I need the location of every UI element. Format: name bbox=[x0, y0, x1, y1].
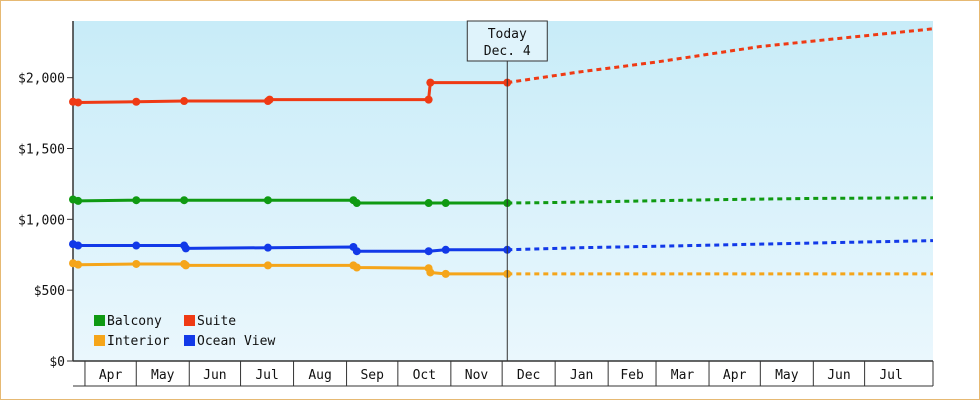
forecast-line bbox=[507, 27, 934, 85]
x-tick-label: Nov bbox=[465, 368, 489, 383]
x-tick-label: May bbox=[775, 368, 799, 383]
legend-label: Suite bbox=[197, 314, 236, 329]
data-point bbox=[132, 97, 141, 106]
x-tick-label: Sep bbox=[360, 368, 384, 383]
legend-label: Balcony bbox=[107, 314, 162, 329]
forecast-line bbox=[507, 196, 934, 205]
series-lines bbox=[69, 27, 934, 278]
x-tick-label: Jul bbox=[879, 368, 902, 383]
x-tick-label: Dec bbox=[517, 368, 540, 383]
data-point bbox=[181, 261, 190, 270]
y-tick-label: $1,000 bbox=[18, 213, 65, 228]
data-point bbox=[441, 245, 450, 254]
data-point bbox=[424, 95, 433, 104]
x-tick-label: Jul bbox=[255, 368, 278, 383]
legend-swatch bbox=[184, 315, 195, 326]
data-point bbox=[74, 196, 83, 205]
legend: Balcony Suite Interior Ocean View bbox=[94, 314, 275, 349]
series-line bbox=[72, 198, 508, 205]
data-point bbox=[180, 97, 189, 106]
y-axis: $0 $500 $1,000 $1,500 $2,000 bbox=[18, 21, 74, 370]
data-point bbox=[424, 199, 433, 208]
legend-swatch bbox=[184, 335, 195, 346]
forecast-line bbox=[507, 239, 934, 252]
plot-area bbox=[73, 21, 933, 361]
data-point bbox=[263, 261, 272, 270]
x-tick-label: Mar bbox=[671, 368, 695, 383]
data-point bbox=[352, 263, 361, 272]
legend-swatch bbox=[94, 315, 105, 326]
x-tick-label: May bbox=[151, 368, 175, 383]
data-point bbox=[263, 196, 272, 205]
legend-label: Interior bbox=[107, 334, 170, 349]
y-tick-label: $1,500 bbox=[18, 143, 65, 158]
data-point bbox=[265, 95, 274, 104]
today-marker: Today Dec. 4 bbox=[466, 20, 548, 361]
data-point bbox=[441, 199, 450, 208]
data-point bbox=[74, 98, 83, 107]
x-tick-label: Oct bbox=[413, 368, 436, 383]
data-point bbox=[132, 259, 141, 268]
data-point bbox=[74, 260, 83, 269]
x-tick-label: Aug bbox=[308, 368, 331, 383]
x-tick-label: Feb bbox=[620, 368, 644, 383]
data-point bbox=[181, 244, 190, 253]
today-callout-box bbox=[466, 20, 548, 62]
data-point bbox=[132, 196, 141, 205]
legend-swatch bbox=[94, 335, 105, 346]
data-point bbox=[352, 199, 361, 208]
data-point bbox=[441, 269, 450, 278]
data-point bbox=[132, 241, 141, 250]
data-point bbox=[352, 247, 361, 256]
x-tick-label: Jan bbox=[570, 368, 593, 383]
data-point bbox=[180, 196, 189, 205]
x-axis: Apr May Jun Jul Aug Sep Oct Nov Dec Jan Feb Mar Apr M… bbox=[73, 360, 934, 387]
x-tick-label: Apr bbox=[723, 368, 747, 383]
x-tick-label: Jun bbox=[203, 368, 226, 383]
x-tick-label: Jun bbox=[827, 368, 850, 383]
data-point bbox=[263, 243, 272, 252]
data-point bbox=[424, 247, 433, 256]
legend-label: Ocean View bbox=[197, 334, 275, 349]
y-tick-label: $0 bbox=[49, 355, 65, 370]
y-tick-label: $500 bbox=[34, 284, 65, 299]
x-tick-label: Apr bbox=[99, 368, 123, 383]
today-date-label: Dec. 4 bbox=[484, 44, 531, 59]
data-point bbox=[74, 241, 83, 250]
data-point bbox=[426, 78, 435, 87]
y-tick-label: $2,000 bbox=[18, 72, 65, 87]
data-point bbox=[426, 268, 435, 277]
today-label: Today bbox=[488, 27, 527, 42]
